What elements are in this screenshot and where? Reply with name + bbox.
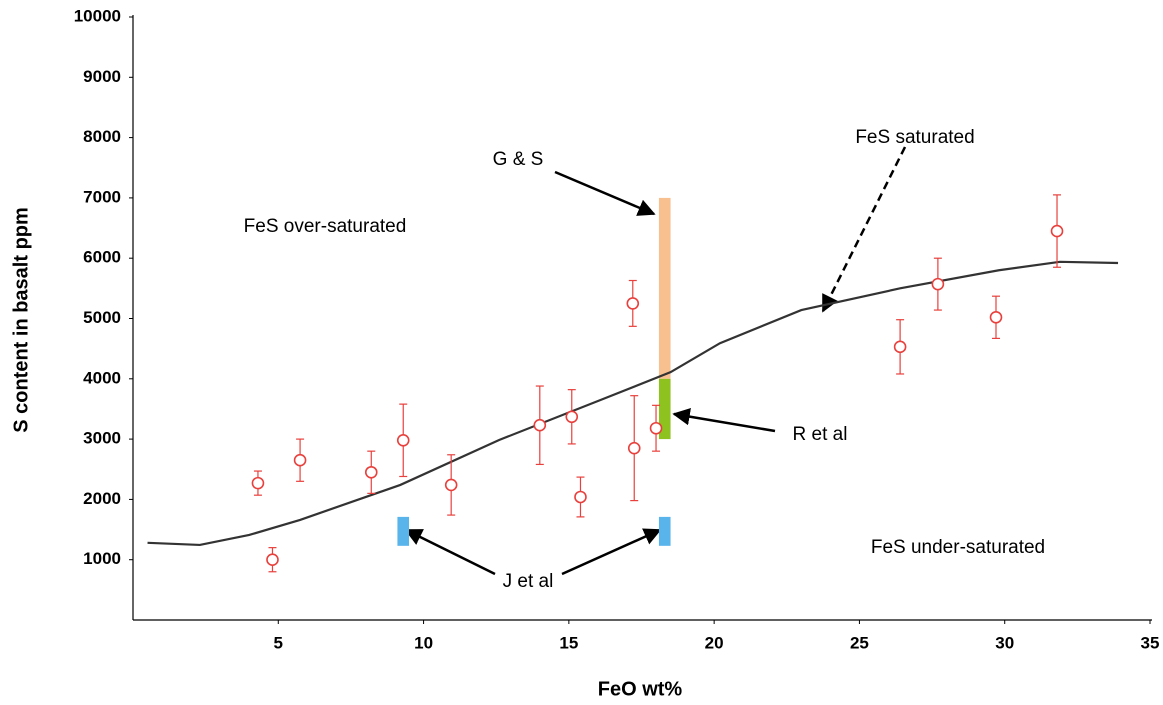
point bbox=[893, 340, 907, 354]
point bbox=[626, 297, 640, 310]
y-tick-label: 4000 bbox=[83, 368, 121, 387]
arrow bbox=[404, 528, 496, 576]
point bbox=[989, 310, 1003, 324]
y-tick-label: 2000 bbox=[83, 489, 121, 508]
x-tick-label: 10 bbox=[414, 633, 433, 652]
arrows bbox=[404, 146, 907, 576]
x-axis-title: FeO wt% bbox=[598, 678, 683, 700]
y-tick-label: 1000 bbox=[83, 549, 121, 568]
arrow bbox=[672, 407, 776, 433]
point bbox=[251, 476, 265, 490]
point bbox=[574, 490, 587, 504]
range-band bbox=[397, 516, 410, 546]
range-band bbox=[658, 516, 671, 546]
y-tick-label: 8000 bbox=[83, 127, 121, 146]
y-tick-label: 6000 bbox=[83, 248, 121, 267]
y-tick-label: 3000 bbox=[83, 429, 121, 448]
annotation: R et al bbox=[793, 424, 848, 445]
point bbox=[627, 441, 641, 455]
x-tick-label: 5 bbox=[274, 633, 283, 652]
annotation: FeS under-saturated bbox=[871, 537, 1045, 558]
y-axis-title: S content in basalt ppm bbox=[10, 207, 32, 433]
point bbox=[1050, 224, 1064, 238]
arrow bbox=[821, 146, 907, 313]
arrow bbox=[561, 528, 662, 576]
point bbox=[364, 465, 378, 479]
annotation: G & S bbox=[493, 149, 544, 170]
point bbox=[396, 434, 410, 447]
saturation-curve bbox=[147, 260, 1119, 547]
y-tick-label: 10000 bbox=[74, 6, 121, 25]
point bbox=[293, 453, 307, 467]
annotation: FeS saturated bbox=[855, 127, 974, 148]
range-band bbox=[658, 197, 671, 379]
x-tick-label: 20 bbox=[705, 633, 724, 652]
x-tick-label: 30 bbox=[995, 633, 1014, 652]
arrow bbox=[554, 170, 656, 216]
annotation: J et al bbox=[503, 571, 554, 592]
x-tick-label: 15 bbox=[559, 633, 578, 652]
point bbox=[649, 421, 663, 435]
y-tick-label: 5000 bbox=[83, 308, 121, 327]
point bbox=[931, 277, 945, 291]
x-tick-label: 25 bbox=[850, 633, 869, 652]
annotation: FeS over-saturated bbox=[244, 216, 407, 237]
x-tick-label: 35 bbox=[1141, 633, 1160, 652]
point bbox=[444, 478, 458, 492]
point bbox=[565, 410, 579, 424]
range-band bbox=[658, 378, 671, 440]
y-tick-label: 7000 bbox=[83, 187, 121, 206]
y-tick-label: 9000 bbox=[83, 67, 121, 86]
point bbox=[533, 418, 547, 432]
point bbox=[266, 553, 279, 567]
